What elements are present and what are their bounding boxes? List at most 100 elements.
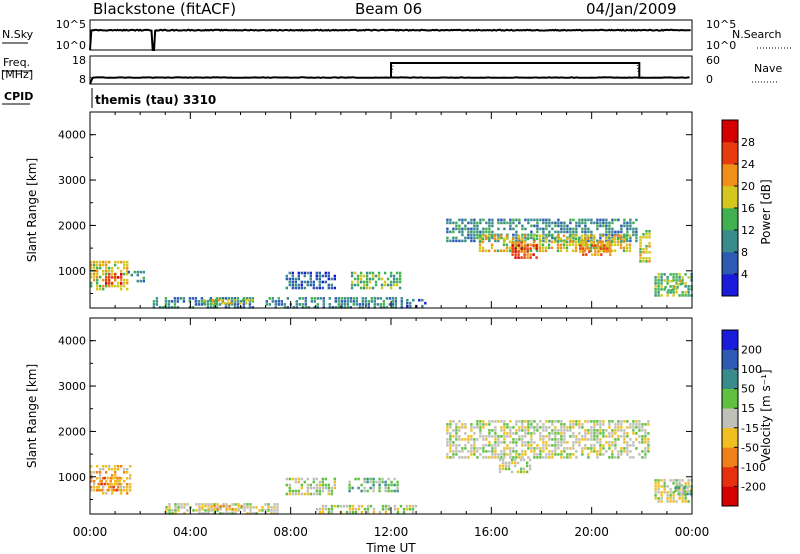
- velocity-cell: [129, 486, 132, 489]
- power-cell: [583, 234, 587, 238]
- power-cell: [601, 240, 605, 244]
- power-cell: [607, 234, 611, 238]
- power-cell: [353, 271, 357, 275]
- power-cell: [482, 227, 485, 231]
- velocity-cell: [498, 467, 502, 471]
- velocity-cell: [488, 423, 491, 426]
- power-colorbar-segment: [722, 164, 738, 187]
- power-cell: [626, 230, 629, 234]
- power-cell: [565, 246, 569, 250]
- velocity-cell: [497, 435, 500, 438]
- velocity-cell: [545, 426, 548, 429]
- velocity-cell: [93, 480, 96, 483]
- power-cell: [227, 306, 231, 309]
- velocity-cell: [522, 458, 526, 462]
- velocity-cell: [669, 497, 672, 500]
- power-cell: [535, 244, 538, 247]
- velocity-cell: [557, 438, 560, 441]
- power-cell: [545, 227, 548, 231]
- velocity-cell: [644, 438, 647, 441]
- velocity-cell: [638, 429, 641, 432]
- power-cell: [327, 271, 330, 275]
- velocity-cell: [527, 432, 530, 435]
- velocity-cell: [491, 429, 494, 432]
- velocity-colorbar-segment: [722, 466, 738, 487]
- power-cell: [208, 298, 212, 302]
- power-cell: [580, 246, 584, 250]
- power-cell: [114, 273, 117, 276]
- velocity-cell: [590, 447, 593, 450]
- power-cell: [488, 239, 491, 243]
- velocity-cell: [641, 450, 644, 453]
- velocity-cell: [455, 444, 458, 447]
- power-cell: [572, 236, 575, 240]
- velocity-cell: [617, 456, 620, 459]
- power-cell: [327, 277, 330, 281]
- time-tick-label: 04:00: [173, 525, 208, 539]
- power-cell: [605, 224, 608, 228]
- velocity-cell: [446, 432, 449, 435]
- power-cell: [595, 246, 599, 250]
- power-cell: [603, 247, 606, 250]
- velocity-cell: [548, 426, 551, 429]
- velocity-cell: [687, 482, 690, 485]
- power-cell: [343, 297, 346, 300]
- velocity-cell: [369, 504, 373, 508]
- power-cell: [179, 297, 183, 300]
- velocity-cell: [503, 420, 506, 423]
- velocity-cell: [195, 503, 198, 506]
- velocity-cell: [620, 420, 623, 423]
- power-cell: [607, 240, 611, 244]
- velocity-cell: [599, 420, 602, 423]
- velocity-cell: [510, 461, 514, 465]
- velocity-cell: [647, 423, 650, 426]
- power-cell: [346, 297, 349, 300]
- power-cell: [514, 250, 517, 253]
- velocity-cell: [105, 465, 108, 468]
- velocity-cell: [660, 491, 663, 494]
- power-cell: [206, 300, 210, 303]
- velocity-cell: [575, 438, 578, 441]
- power-cell: [544, 240, 548, 244]
- power-cell: [654, 282, 657, 285]
- velocity-cell: [103, 482, 106, 486]
- velocity-cell: [575, 441, 578, 444]
- power-cell: [509, 227, 512, 231]
- power-cell: [607, 243, 611, 247]
- velocity-cell: [485, 435, 488, 438]
- power-cell: [505, 249, 509, 253]
- power-cell: [373, 306, 376, 309]
- power-ytick-label: 4000: [58, 129, 86, 142]
- velocity-cell: [102, 489, 105, 492]
- power-cell: [675, 291, 678, 294]
- power-cell: [111, 272, 114, 276]
- power-cell: [517, 234, 521, 238]
- velocity-cell: [506, 423, 509, 426]
- velocity-cell: [498, 470, 502, 474]
- velocity-cell: [548, 456, 551, 459]
- power-cell: [500, 236, 503, 240]
- power-cell: [93, 260, 96, 264]
- power-cell: [340, 300, 343, 303]
- velocity-cell: [617, 420, 620, 423]
- velocity-cell: [596, 441, 599, 444]
- power-cell: [352, 303, 355, 306]
- velocity-cell: [198, 506, 201, 509]
- power-cell: [155, 297, 159, 300]
- power-cell: [221, 297, 225, 300]
- velocity-cell: [515, 453, 518, 456]
- power-cell: [604, 243, 608, 247]
- power-cell: [223, 301, 227, 305]
- velocity-cell: [578, 420, 581, 423]
- power-cell: [374, 280, 378, 284]
- power-cell: [538, 237, 542, 241]
- power-cell: [667, 288, 670, 292]
- power-cell: [524, 227, 527, 231]
- power-cell: [526, 237, 530, 241]
- power-cell: [594, 247, 597, 250]
- power-cell: [645, 233, 648, 236]
- power-cell: [242, 306, 246, 309]
- velocity-cell: [575, 456, 578, 459]
- velocity-cell: [638, 426, 641, 429]
- power-cell: [395, 283, 399, 287]
